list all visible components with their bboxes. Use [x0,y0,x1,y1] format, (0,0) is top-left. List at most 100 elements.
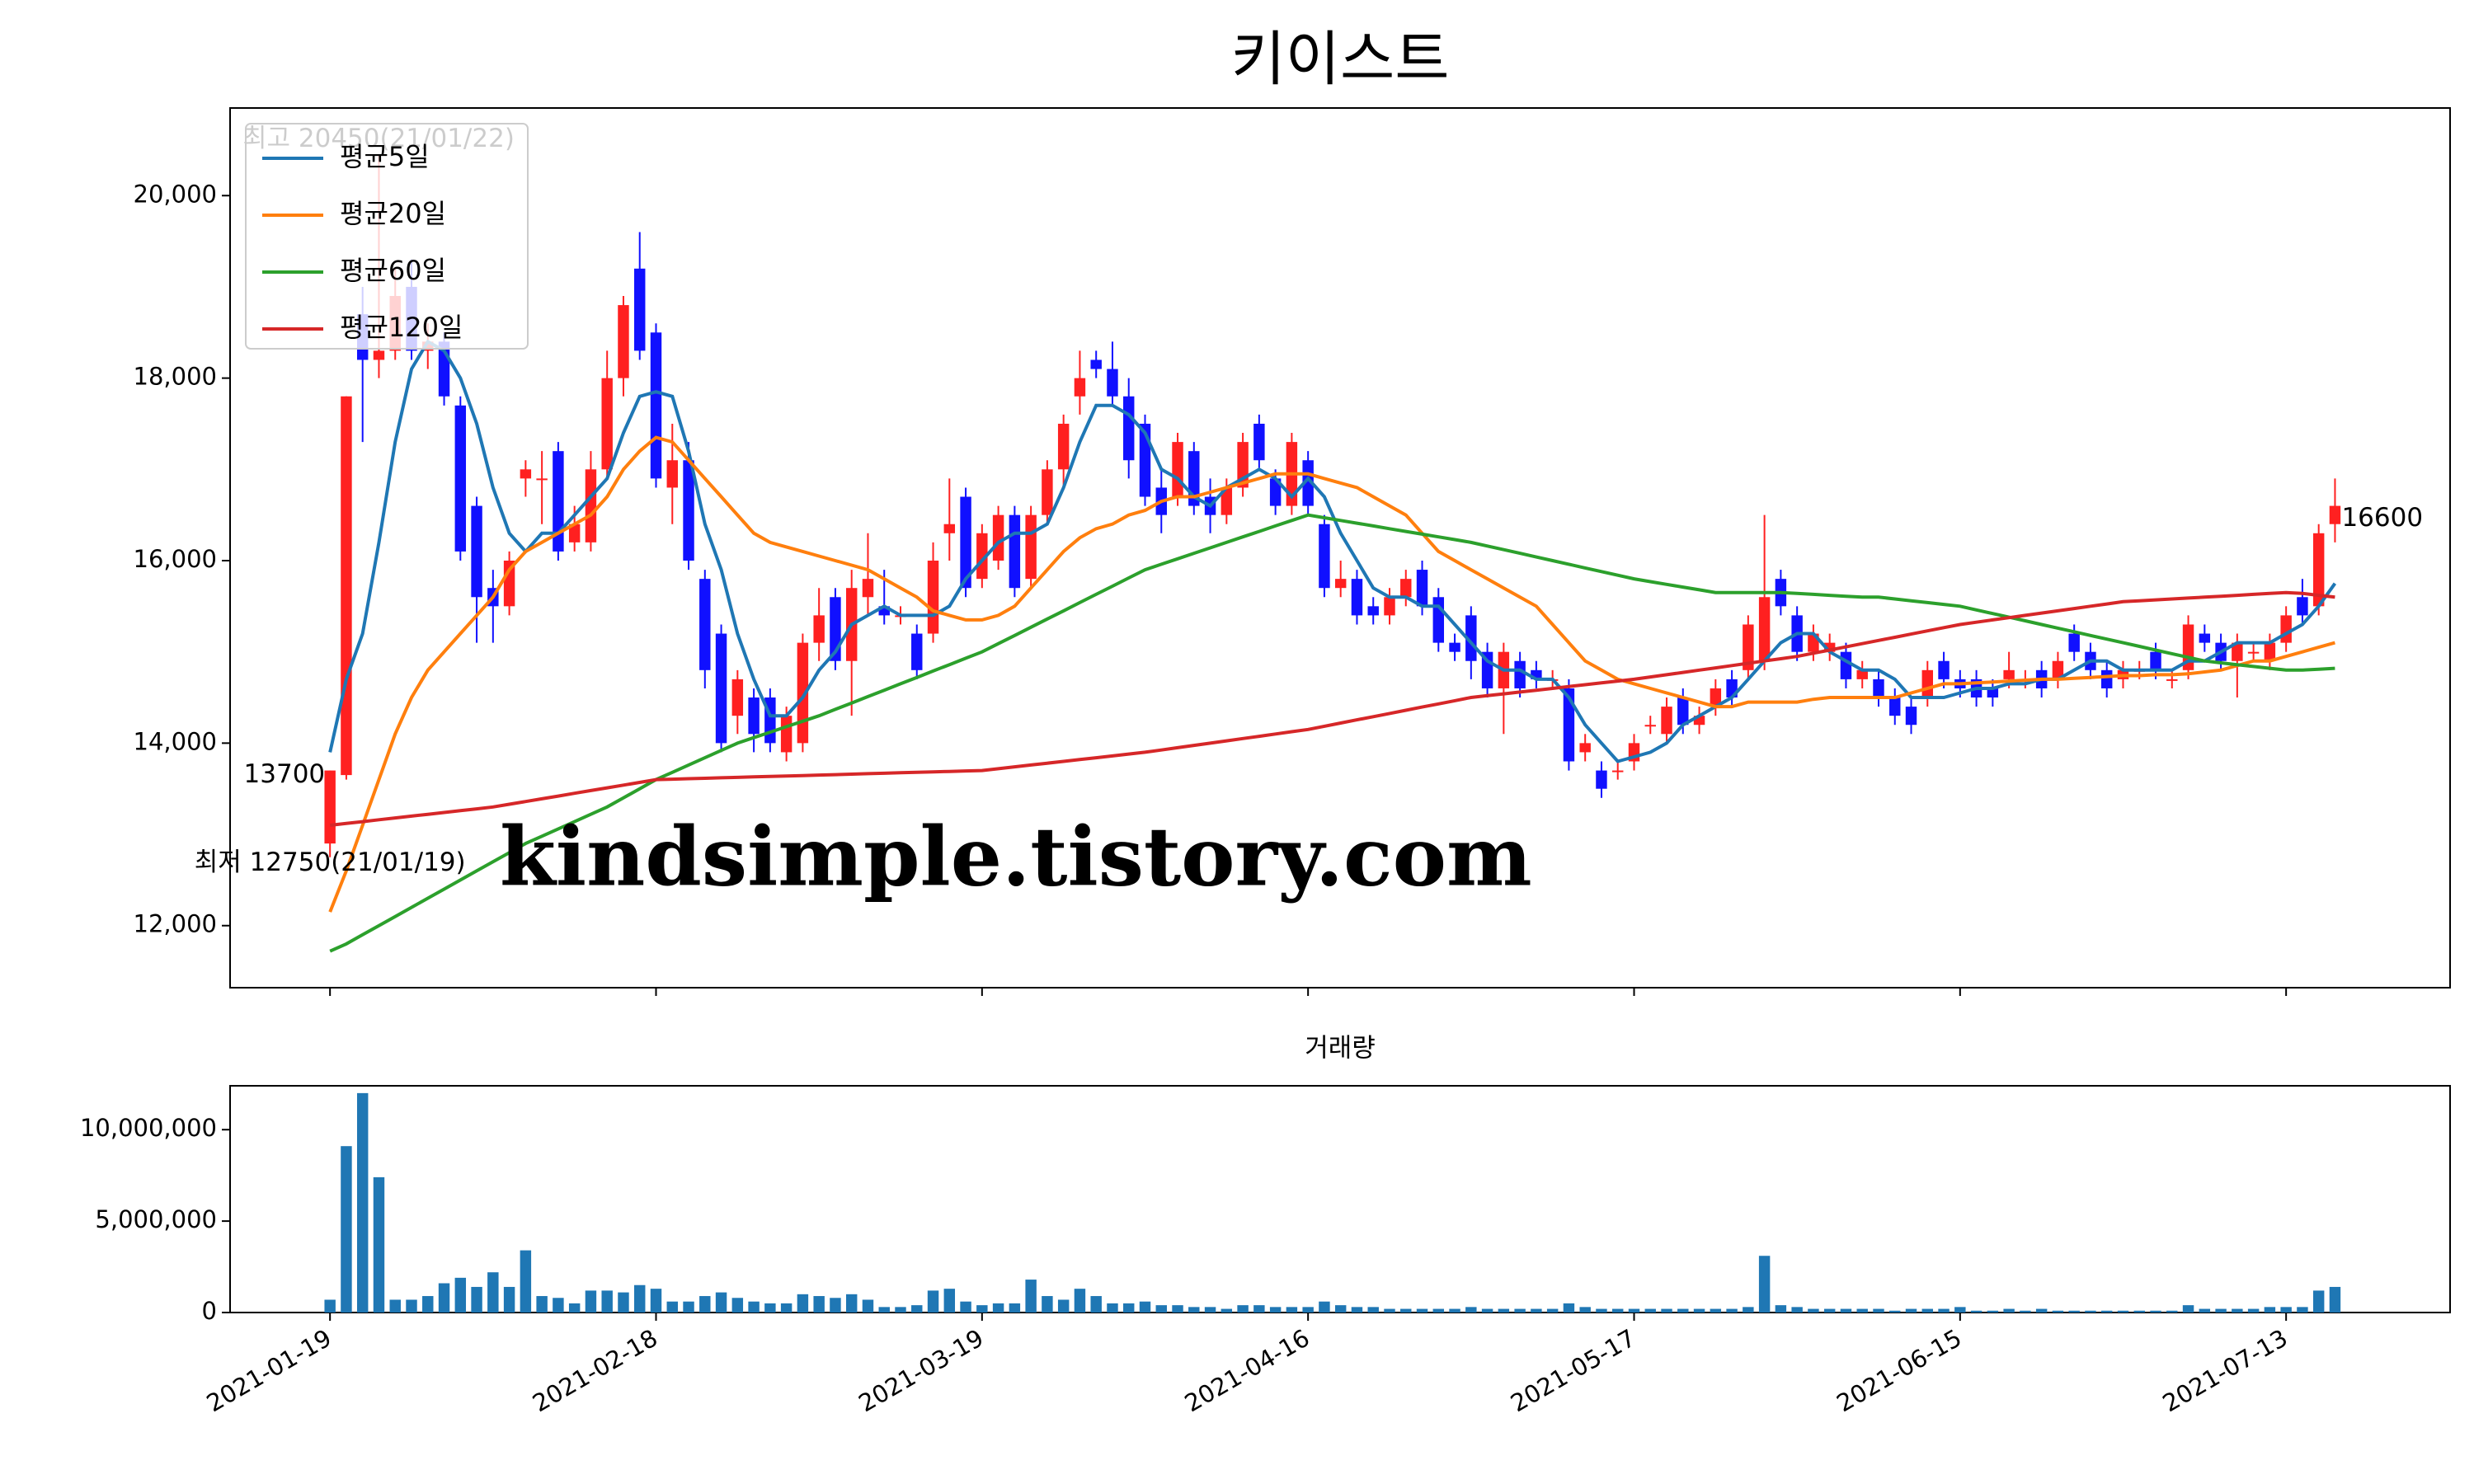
candle-body [2100,669,2113,688]
candle-body [666,460,678,488]
volume-bar [1710,1308,1722,1313]
volume-bar [2068,1310,2080,1313]
candle-body [2052,660,2064,679]
volume-bar [1172,1305,1183,1313]
legend-box [245,123,529,350]
volume-bar [1204,1307,1216,1313]
x-tick-label: 2021-05-17 [1506,1324,1640,1418]
candle-body [1873,679,1884,698]
volume-bar [797,1294,809,1313]
candle-body [568,524,581,542]
volume-bar [487,1272,499,1313]
candle-body [2150,651,2161,670]
candle-body [731,679,744,716]
candle-body [1710,688,1722,707]
volume-bar [1791,1307,1803,1313]
candle-body [324,770,336,844]
candle-body [715,633,727,744]
volume-bar [683,1301,694,1313]
candle-body [862,579,874,598]
volume-bar [1743,1307,1754,1313]
volume-bar [1808,1308,1819,1313]
volume-bar [618,1292,629,1313]
volume-bar [2035,1308,2048,1313]
candle-body [748,697,760,735]
volume-bar [585,1290,597,1313]
candle-body [1661,707,1672,735]
volume-bar [992,1303,1004,1313]
volume-bar [2150,1310,2161,1313]
x-tick-label: 2021-03-19 [854,1324,988,1418]
candle-body [797,642,809,744]
candle-body [992,514,1004,561]
volume-bar [911,1305,923,1313]
volume-bar [2199,1308,2211,1313]
min-label: 최저 12750(21/01/19) [195,848,466,877]
volume-bar [2232,1308,2243,1313]
candle-body [2199,633,2211,643]
volume-bar [1221,1308,1233,1313]
candle-body [1938,660,1950,679]
volume-bar [1057,1299,1070,1313]
close-label: 13700 [244,759,326,789]
candle-body [585,469,597,542]
volume-bar [927,1290,939,1313]
volume-bar [536,1296,548,1313]
volume-bar [1628,1308,1640,1313]
volume-bar [1237,1305,1249,1313]
candle-body [911,633,923,670]
candle-body [1107,369,1118,397]
y-tick-label: 20,000 [134,180,217,208]
y-tick-label: 14,000 [134,727,217,755]
volume-bar [1579,1307,1591,1313]
volume-bar [1726,1308,1738,1313]
volume-bar [666,1301,678,1313]
volume-bar [1123,1303,1135,1313]
close-label: 16600 [2341,503,2423,533]
candle-body [1531,669,1542,679]
candle-body [471,505,482,598]
volume-bar [2312,1290,2325,1313]
candle-body [601,378,613,470]
candle-body [1057,423,1070,470]
volume-bar [520,1250,532,1313]
candle-body [373,350,385,360]
volume-bar [1840,1308,1852,1313]
candle-body [1889,697,1901,716]
volume-bar [1644,1308,1656,1313]
volume-bar [2117,1310,2129,1313]
volume-bar [1155,1305,1167,1313]
volume-bar [1661,1308,1672,1313]
volume-bar [976,1305,988,1313]
volume-bar [1938,1308,1950,1313]
volume-bar [1498,1308,1510,1313]
volume-bar [2100,1310,2113,1313]
volume-bar [1612,1308,1624,1313]
volume-bar [1481,1308,1493,1313]
candle-body [813,615,825,643]
volume-bar [341,1146,352,1313]
candle-body [2232,642,2243,661]
candle-body [1009,514,1021,589]
candle-body [960,496,971,589]
x-tick-label: 2021-01-19 [202,1324,336,1418]
volume-bar [1384,1308,1395,1313]
volume-bar [1449,1308,1460,1313]
volume-bar [650,1289,662,1313]
x-tick-label: 2021-02-18 [528,1324,662,1418]
x-tick-label: 2021-04-16 [1180,1324,1315,1418]
volume-bar [862,1299,874,1313]
volume-bar [1334,1305,1347,1313]
volume-bar [422,1296,434,1313]
volume-bar [2085,1310,2096,1313]
volume-bar [1465,1307,1477,1313]
candle-body [1449,642,1460,652]
candle-body [618,305,629,378]
candle-body [927,560,939,634]
volume-bar [943,1289,956,1313]
volume-bar [601,1290,613,1313]
volume-bar [503,1286,515,1313]
candle-body [520,469,532,479]
volume-bar [2052,1310,2064,1313]
